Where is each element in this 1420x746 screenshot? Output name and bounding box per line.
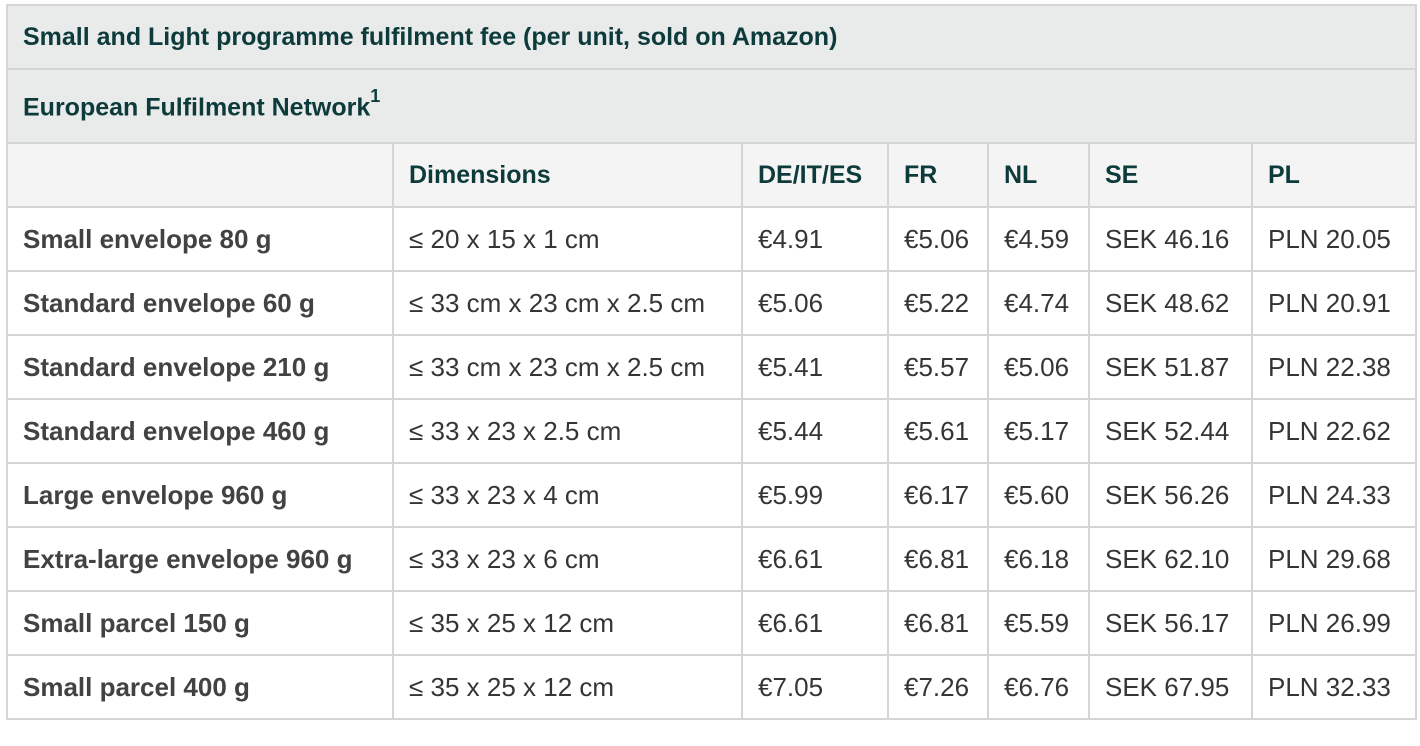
fee-pl-cell: PLN 20.05 xyxy=(1250,206,1418,272)
network-footnote-marker: 1 xyxy=(370,85,381,106)
size-tier-cell: Standard envelope 60 g xyxy=(6,270,394,336)
size-tier-cell: Small parcel 400 g xyxy=(6,654,394,720)
dimensions-cell: ≤ 35 x 25 x 12 cm xyxy=(392,654,743,720)
table-title: Small and Light programme fulfilment fee… xyxy=(5,4,1418,70)
network-title: European Fulfilment Network1 xyxy=(5,68,1418,144)
fee-se-cell: SEK 67.95 xyxy=(1088,654,1253,720)
fee-se-cell: SEK 46.16 xyxy=(1088,206,1253,272)
fee-fr-cell: €5.06 xyxy=(887,206,989,272)
fee-se-cell: SEK 56.17 xyxy=(1088,590,1253,656)
fee-nl-cell: €5.60 xyxy=(987,462,1090,528)
fee-se-cell: SEK 56.26 xyxy=(1088,462,1253,528)
fee-de-it-es-cell: €7.05 xyxy=(741,654,889,720)
fee-fr-cell: €5.22 xyxy=(887,270,989,336)
table-row: Standard envelope 210 g ≤ 33 cm x 23 cm x… xyxy=(6,334,1418,400)
table-row: Small parcel 150 g ≤ 35 x 25 x 12 cm €6.61… xyxy=(6,590,1418,656)
fee-pl-cell: PLN 22.62 xyxy=(1250,398,1418,464)
size-tier-cell: Standard envelope 210 g xyxy=(6,334,394,400)
size-tier-cell: Standard envelope 460 g xyxy=(6,398,394,464)
network-title-text: European Fulfilment Network xyxy=(23,93,371,122)
fee-nl-cell: €5.59 xyxy=(987,590,1090,656)
fee-pl-cell: PLN 26.99 xyxy=(1250,590,1418,656)
fee-fr-cell: €7.26 xyxy=(887,654,989,720)
fee-de-it-es-cell: €5.44 xyxy=(741,398,889,464)
fee-de-it-es-cell: €6.61 xyxy=(741,590,889,656)
fee-pl-cell: PLN 20.91 xyxy=(1250,270,1418,336)
fee-nl-cell: €6.18 xyxy=(987,526,1090,592)
fee-fr-cell: €6.17 xyxy=(887,462,989,528)
fee-pl-cell: PLN 32.33 xyxy=(1250,654,1418,720)
fee-pl-cell: PLN 29.68 xyxy=(1250,526,1418,592)
dimensions-cell: ≤ 33 cm x 23 cm x 2.5 cm xyxy=(392,270,743,336)
fee-se-cell: SEK 51.87 xyxy=(1088,334,1253,400)
dimensions-cell: ≤ 33 cm x 23 cm x 2.5 cm xyxy=(392,334,743,400)
table-row: Standard envelope 460 g ≤ 33 x 23 x 2.5 c… xyxy=(6,398,1418,464)
table-title-row: Small and Light programme fulfilment fee… xyxy=(5,4,1418,70)
size-tier-cell: Small parcel 150 g xyxy=(6,590,394,656)
column-header-size-tier xyxy=(6,142,394,208)
fee-fr-cell: €5.61 xyxy=(887,398,989,464)
column-header-fr: FR xyxy=(887,142,989,208)
column-header-de-it-es: DE/IT/ES xyxy=(741,142,889,208)
table-row: Standard envelope 60 g ≤ 33 cm x 23 cm x … xyxy=(6,270,1418,336)
size-tier-cell: Extra-large envelope 960 g xyxy=(6,526,394,592)
column-header-se: SE xyxy=(1088,142,1253,208)
fee-de-it-es-cell: €5.99 xyxy=(741,462,889,528)
dimensions-cell: ≤ 33 x 23 x 2.5 cm xyxy=(392,398,743,464)
fee-de-it-es-cell: €5.41 xyxy=(741,334,889,400)
fee-de-it-es-cell: €5.06 xyxy=(741,270,889,336)
dimensions-cell: ≤ 20 x 15 x 1 cm xyxy=(392,206,743,272)
fee-se-cell: SEK 62.10 xyxy=(1088,526,1253,592)
column-header-row: Dimensions DE/IT/ES FR NL SE PL xyxy=(6,142,1418,208)
column-header-dimensions: Dimensions xyxy=(392,142,743,208)
dimensions-cell: ≤ 33 x 23 x 6 cm xyxy=(392,526,743,592)
size-tier-cell: Large envelope 960 g xyxy=(6,462,394,528)
dimensions-cell: ≤ 35 x 25 x 12 cm xyxy=(392,590,743,656)
fee-nl-cell: €5.17 xyxy=(987,398,1090,464)
table-row: Small envelope 80 g ≤ 20 x 15 x 1 cm €4.91… xyxy=(6,206,1418,272)
table-row: Extra-large envelope 960 g ≤ 33 x 23 x 6 … xyxy=(6,526,1418,592)
fee-nl-cell: €4.74 xyxy=(987,270,1090,336)
fee-de-it-es-cell: €6.61 xyxy=(741,526,889,592)
fee-pl-cell: PLN 24.33 xyxy=(1250,462,1418,528)
dimensions-cell: ≤ 33 x 23 x 4 cm xyxy=(392,462,743,528)
fee-nl-cell: €4.59 xyxy=(987,206,1090,272)
fee-nl-cell: €6.76 xyxy=(987,654,1090,720)
fee-fr-cell: €5.57 xyxy=(887,334,989,400)
size-tier-cell: Small envelope 80 g xyxy=(6,206,394,272)
fee-fr-cell: €6.81 xyxy=(887,590,989,656)
fee-pl-cell: PLN 22.38 xyxy=(1250,334,1418,400)
fee-de-it-es-cell: €4.91 xyxy=(741,206,889,272)
column-header-nl: NL xyxy=(987,142,1090,208)
table-row: Small parcel 400 g ≤ 35 x 25 x 12 cm €7.05… xyxy=(6,654,1418,720)
table-row: Large envelope 960 g ≤ 33 x 23 x 4 cm €5.9… xyxy=(6,462,1418,528)
fee-fr-cell: €6.81 xyxy=(887,526,989,592)
network-title-row: European Fulfilment Network1 xyxy=(5,68,1418,144)
fee-se-cell: SEK 48.62 xyxy=(1088,270,1253,336)
fulfilment-fee-table: Small and Light programme fulfilment fee… xyxy=(5,4,1418,720)
fee-se-cell: SEK 52.44 xyxy=(1088,398,1253,464)
column-header-pl: PL xyxy=(1250,142,1418,208)
fee-nl-cell: €5.06 xyxy=(987,334,1090,400)
